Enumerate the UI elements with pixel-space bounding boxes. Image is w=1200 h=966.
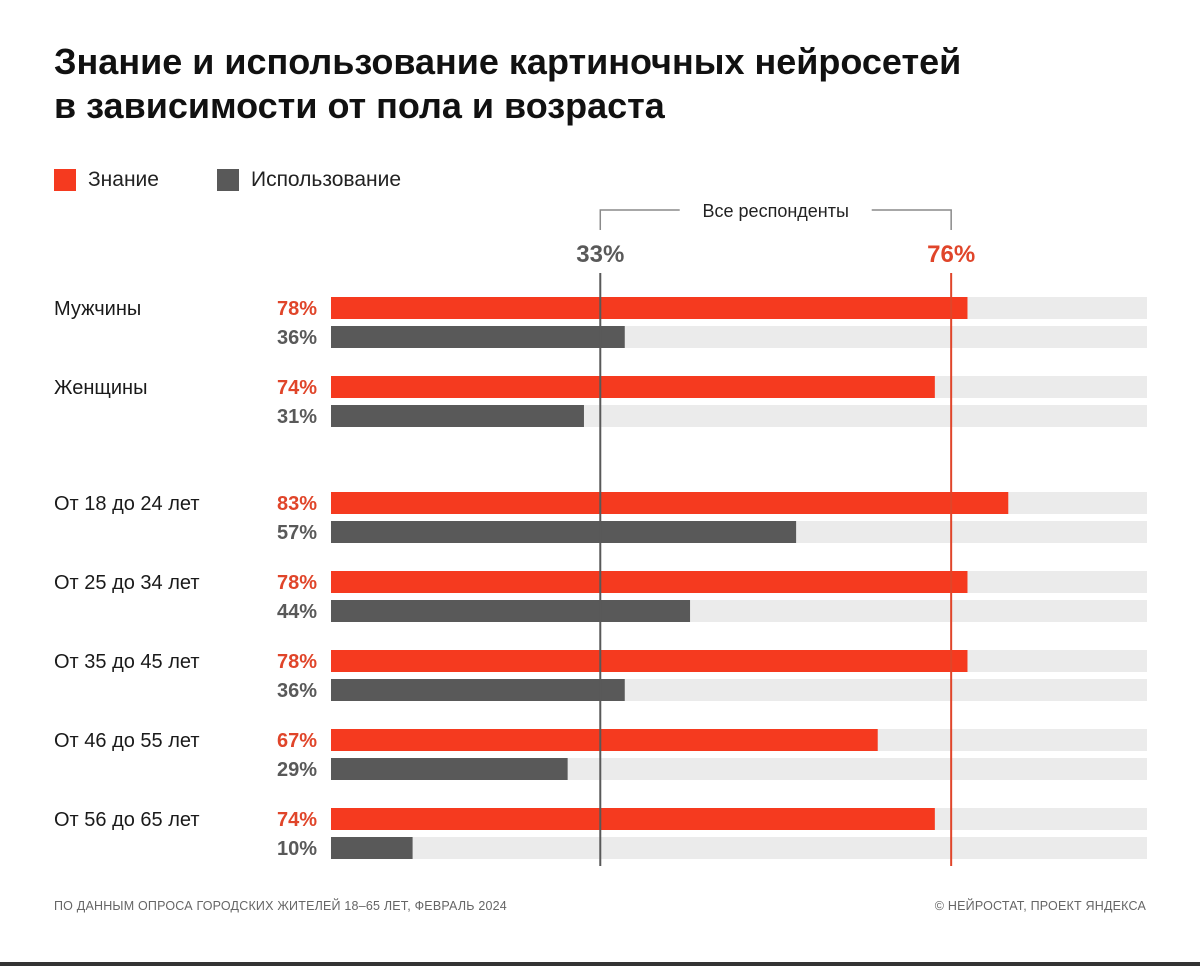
data-label-knowledge: 78% [277,572,317,594]
bar-usage [331,837,413,859]
data-label-usage: 10% [277,838,317,860]
source-note: ПО ДАННЫМ ОПРОСА ГОРОДСКИХ ЖИТЕЛЕЙ 18–65… [54,899,507,913]
bar-knowledge [331,376,935,398]
legend-swatch-usage [216,169,239,191]
reference-label-usage: 33% [576,241,624,268]
data-label-knowledge: 78% [277,651,317,673]
bar-knowledge [331,297,968,319]
bottom-rule [0,962,1200,966]
legend-item-knowledge: Знание [54,168,159,192]
legend: Знание Использование [54,168,459,192]
data-label-knowledge: 83% [277,493,317,515]
credit-note: © НЕЙРОСТАТ, ПРОЕКТ ЯНДЕКСА [934,899,1146,913]
legend-label-usage: Использование [250,168,402,191]
bar-knowledge [331,650,968,672]
bar-knowledge [331,492,1009,514]
data-label-usage: 44% [277,601,317,623]
data-label-knowledge: 74% [277,377,317,399]
bar-knowledge [331,808,935,830]
data-label-knowledge: 67% [277,730,317,752]
category-label: Мужчины [54,298,141,320]
bar-track [331,837,1147,859]
bar-usage [331,679,625,701]
bar-knowledge [331,729,878,751]
data-label-usage: 57% [277,522,317,544]
bar-usage [331,758,568,780]
category-label: Женщины [54,377,147,399]
chart-title-line-2: в зависимости от пола и возраста [54,85,665,126]
data-label-usage: 36% [277,327,317,349]
chart-title: Знание и использование картиночных нейро… [54,40,1154,128]
reference-label-knowledge: 76% [927,241,975,268]
data-label-knowledge: 78% [277,298,317,320]
bar-knowledge [331,571,968,593]
category-label: От 25 до 34 лет [54,572,200,594]
reference-bracket-label: Все респонденты [703,201,849,221]
legend-swatch-knowledge [54,169,76,191]
data-label-knowledge: 74% [277,809,317,831]
data-label-usage: 29% [277,759,317,781]
bar-usage [331,326,625,348]
category-label: От 46 до 55 лет [54,730,200,752]
category-label: От 35 до 45 лет [54,651,200,673]
bar-usage [331,521,797,543]
bar-usage [331,405,584,427]
data-label-usage: 36% [277,680,317,702]
reference-bracket [599,209,952,230]
data-label-usage: 31% [277,406,317,428]
chart-title-line-1: Знание и использование картиночных нейро… [54,41,962,82]
category-label: От 56 до 65 лет [54,809,200,831]
legend-item-usage: Использование [216,168,402,192]
category-label: От 18 до 24 лет [54,493,200,515]
bar-usage [331,600,691,622]
legend-label-knowledge: Знание [88,168,159,191]
